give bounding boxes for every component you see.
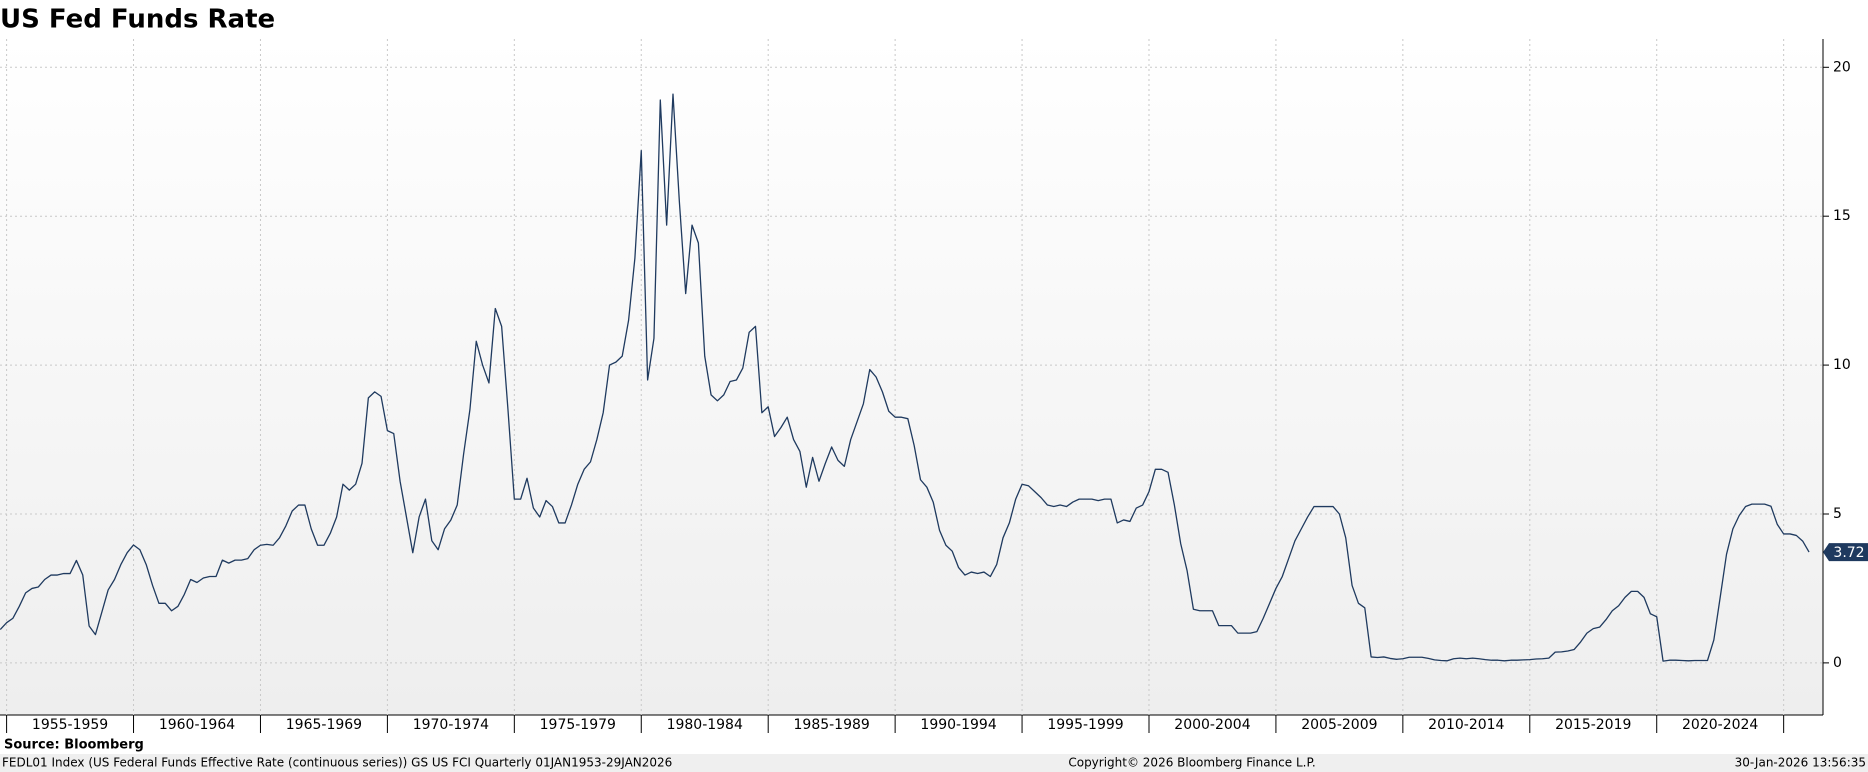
last-value-tag bbox=[1823, 543, 1868, 562]
x-tick-label: 2000-2004 bbox=[1174, 717, 1250, 733]
x-tick-label: 1995-1999 bbox=[1047, 717, 1123, 733]
x-tick-label: 1960-1964 bbox=[159, 717, 235, 733]
plot-background bbox=[0, 39, 1823, 715]
footer-bar bbox=[0, 754, 1868, 772]
x-tick-label: 2020-2024 bbox=[1682, 717, 1758, 733]
source: Source: Bloomberg bbox=[4, 738, 144, 753]
chart-title: US Fed Funds Rate bbox=[0, 5, 275, 35]
y-tick-label: 20 bbox=[1833, 59, 1851, 75]
y-tick-label: 10 bbox=[1833, 357, 1851, 373]
x-tick-label: 1975-1979 bbox=[540, 717, 616, 733]
last-value-label: 3.72 bbox=[1833, 545, 1864, 561]
x-tick-label: 2015-2019 bbox=[1555, 717, 1631, 733]
description: FEDL01 Index (US Federal Funds Effective… bbox=[2, 756, 672, 770]
copyright: Copyright© 2026 Bloomberg Finance L.P. bbox=[1068, 756, 1315, 770]
x-tick-label: 2005-2009 bbox=[1301, 717, 1377, 733]
y-tick-label: 0 bbox=[1833, 655, 1842, 671]
y-tick-label: 15 bbox=[1833, 208, 1851, 224]
x-tick-label: 1990-1994 bbox=[920, 717, 996, 733]
x-tick-label: 1980-1984 bbox=[667, 717, 743, 733]
x-tick-label: 1955-1959 bbox=[32, 717, 108, 733]
y-tick-label: 5 bbox=[1833, 506, 1842, 522]
x-tick-label: 1970-1974 bbox=[413, 717, 489, 733]
x-tick-label: 1985-1989 bbox=[794, 717, 870, 733]
x-tick-label: 2010-2014 bbox=[1428, 717, 1504, 733]
series-line bbox=[0, 93, 1810, 662]
timestamp: 30-Jan-2026 13:56:35 bbox=[1735, 756, 1866, 770]
x-tick-label: 1965-1969 bbox=[286, 717, 362, 733]
